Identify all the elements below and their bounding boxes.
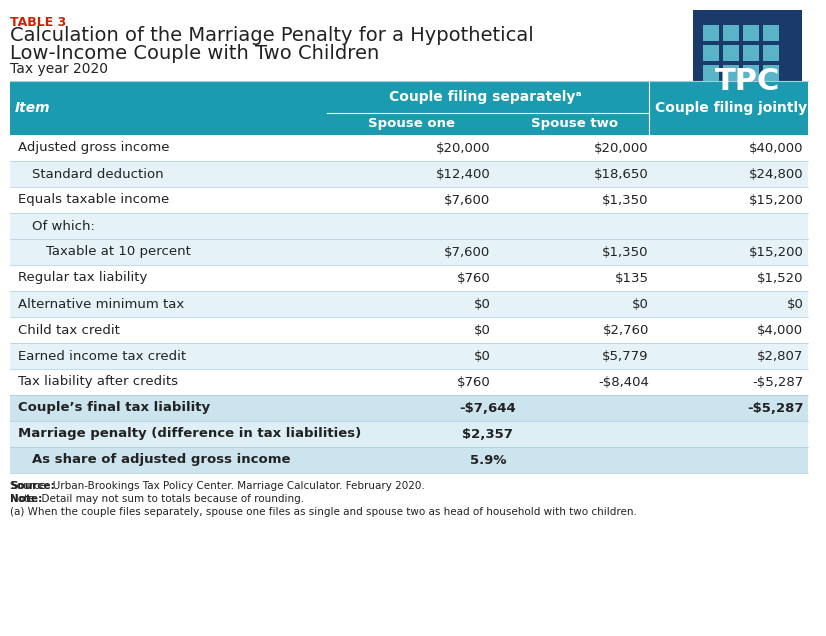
FancyBboxPatch shape xyxy=(10,161,808,187)
Text: -$5,287: -$5,287 xyxy=(752,375,803,389)
Text: $0: $0 xyxy=(473,298,491,310)
Text: Calculation of the Marriage Penalty for a Hypothetical: Calculation of the Marriage Penalty for … xyxy=(10,26,534,45)
FancyBboxPatch shape xyxy=(10,317,808,343)
Text: $760: $760 xyxy=(457,375,491,389)
Text: $1,350: $1,350 xyxy=(602,245,648,258)
FancyBboxPatch shape xyxy=(693,10,802,110)
Text: $15,200: $15,200 xyxy=(748,245,803,258)
FancyBboxPatch shape xyxy=(10,213,808,239)
FancyBboxPatch shape xyxy=(762,65,779,81)
Text: Low-Income Couple with Two Children: Low-Income Couple with Two Children xyxy=(10,44,379,63)
FancyBboxPatch shape xyxy=(10,187,808,213)
FancyBboxPatch shape xyxy=(762,25,779,41)
FancyBboxPatch shape xyxy=(10,395,808,421)
FancyBboxPatch shape xyxy=(703,45,719,61)
Text: Tax liability after credits: Tax liability after credits xyxy=(18,375,178,389)
Text: $2,357: $2,357 xyxy=(463,427,513,441)
Text: Spouse one: Spouse one xyxy=(368,118,454,130)
Text: Child tax credit: Child tax credit xyxy=(18,324,120,336)
Text: (a) When the couple files separately, spouse one files as single and spouse two : (a) When the couple files separately, sp… xyxy=(10,507,637,517)
FancyBboxPatch shape xyxy=(723,65,739,81)
Text: $1,520: $1,520 xyxy=(757,272,803,284)
Text: Standard deduction: Standard deduction xyxy=(31,167,164,181)
Text: TPC: TPC xyxy=(715,67,781,97)
Text: Spouse two: Spouse two xyxy=(531,118,618,130)
FancyBboxPatch shape xyxy=(10,81,808,135)
Text: -$8,404: -$8,404 xyxy=(598,375,648,389)
Text: Couple filing separatelyᵃ: Couple filing separatelyᵃ xyxy=(389,90,582,104)
FancyBboxPatch shape xyxy=(762,45,779,61)
Text: Source: Urban-Brookings Tax Policy Center. Marriage Calculator. February 2020.: Source: Urban-Brookings Tax Policy Cente… xyxy=(10,481,425,491)
FancyBboxPatch shape xyxy=(703,25,719,41)
Text: Earned income tax credit: Earned income tax credit xyxy=(18,350,186,363)
Text: $0: $0 xyxy=(473,324,491,336)
Text: $40,000: $40,000 xyxy=(749,141,803,155)
FancyBboxPatch shape xyxy=(743,45,759,61)
Text: $135: $135 xyxy=(615,272,648,284)
Text: Alternative minimum tax: Alternative minimum tax xyxy=(18,298,184,310)
Text: Adjusted gross income: Adjusted gross income xyxy=(18,141,169,155)
FancyBboxPatch shape xyxy=(10,343,808,369)
FancyBboxPatch shape xyxy=(10,135,808,161)
Text: Marriage penalty (difference in tax liabilities): Marriage penalty (difference in tax liab… xyxy=(18,427,361,441)
Text: $20,000: $20,000 xyxy=(594,141,648,155)
FancyBboxPatch shape xyxy=(703,65,719,81)
Text: $7,600: $7,600 xyxy=(444,193,491,207)
Text: $0: $0 xyxy=(473,350,491,363)
Text: Note: Detail may not sum to totals because of rounding.: Note: Detail may not sum to totals becau… xyxy=(10,494,304,504)
Text: -$5,287: -$5,287 xyxy=(747,401,803,415)
Text: Source:: Source: xyxy=(10,481,55,491)
Text: Tax year 2020: Tax year 2020 xyxy=(10,62,108,76)
FancyBboxPatch shape xyxy=(743,65,759,81)
FancyBboxPatch shape xyxy=(10,421,808,447)
Text: $1,350: $1,350 xyxy=(602,193,648,207)
FancyBboxPatch shape xyxy=(723,25,739,41)
Text: $15,200: $15,200 xyxy=(748,193,803,207)
Text: $2,760: $2,760 xyxy=(602,324,648,336)
Text: Regular tax liability: Regular tax liability xyxy=(18,272,147,284)
Text: $7,600: $7,600 xyxy=(444,245,491,258)
FancyBboxPatch shape xyxy=(10,239,808,265)
Text: Couple’s final tax liability: Couple’s final tax liability xyxy=(18,401,210,415)
Text: $2,807: $2,807 xyxy=(757,350,803,363)
FancyBboxPatch shape xyxy=(723,45,739,61)
Text: $12,400: $12,400 xyxy=(435,167,491,181)
Text: $4,000: $4,000 xyxy=(757,324,803,336)
Text: $24,800: $24,800 xyxy=(748,167,803,181)
Text: $20,000: $20,000 xyxy=(435,141,491,155)
Text: Of which:: Of which: xyxy=(31,219,94,233)
FancyBboxPatch shape xyxy=(10,291,808,317)
Text: TABLE 3: TABLE 3 xyxy=(10,16,66,29)
Text: $760: $760 xyxy=(457,272,491,284)
FancyBboxPatch shape xyxy=(10,447,808,473)
Text: $0: $0 xyxy=(786,298,803,310)
Text: $0: $0 xyxy=(632,298,648,310)
Text: $18,650: $18,650 xyxy=(594,167,648,181)
FancyBboxPatch shape xyxy=(10,369,808,395)
FancyBboxPatch shape xyxy=(743,25,759,41)
Text: $5,779: $5,779 xyxy=(602,350,648,363)
Text: -$7,644: -$7,644 xyxy=(459,401,516,415)
FancyBboxPatch shape xyxy=(10,265,808,291)
Text: As share of adjusted gross income: As share of adjusted gross income xyxy=(31,453,290,466)
Text: Couple filing jointly: Couple filing jointly xyxy=(655,101,807,115)
Text: Equals taxable income: Equals taxable income xyxy=(18,193,169,207)
Text: Note:: Note: xyxy=(10,494,42,504)
Text: Item: Item xyxy=(15,101,50,115)
Text: Taxable at 10 percent: Taxable at 10 percent xyxy=(45,245,191,258)
Text: 5.9%: 5.9% xyxy=(469,453,506,466)
